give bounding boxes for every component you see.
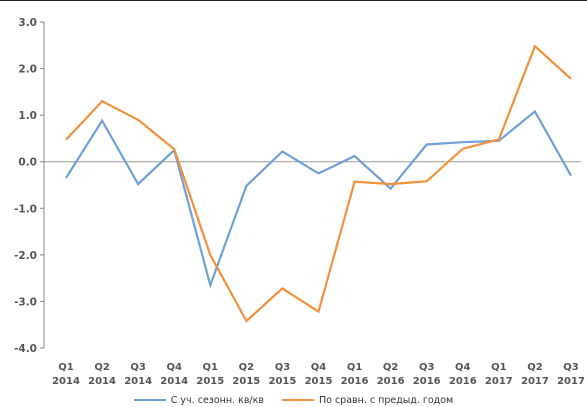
x-tick-label-quarter: Q2: [527, 362, 543, 373]
x-tick-label-year: 2015: [232, 376, 260, 387]
x-tick-label-year: 2015: [269, 376, 297, 387]
x-tick-label-quarter: Q2: [94, 362, 110, 373]
y-tick-label: 2.0: [18, 64, 37, 76]
x-tick-label-year: 2017: [521, 376, 549, 387]
x-tick-label-year: 2014: [124, 376, 152, 387]
legend-item-qoq: С уч. сезонн. кв/кв: [133, 394, 264, 406]
y-tick-label: 1.0: [18, 110, 37, 122]
x-tick-label-year: 2016: [449, 376, 477, 387]
line-chart: 3.0 2.0 1.0 0.0 -1.0 -2.0 -3.0 -4.0 Q1 2014 Q2 201…: [14, 17, 585, 387]
x-tick-label-year: 2014: [160, 376, 188, 387]
x-tick-label-quarter: Q3: [563, 362, 579, 373]
legend-swatch-yoy: [281, 399, 314, 401]
series-line-yoy: [65, 44, 572, 323]
x-tick-label-year: 2016: [413, 376, 441, 387]
x-tick-label-year: 2016: [377, 376, 405, 387]
y-tick-label: -1.0: [14, 203, 37, 215]
x-tick-label-quarter: Q3: [419, 362, 435, 373]
y-tick-label: -4.0: [14, 343, 37, 355]
x-tick-label-quarter: Q1: [58, 362, 74, 373]
legend: С уч. сезонн. кв/кв По сравн. с предыд. …: [0, 393, 587, 407]
legend-label-qoq: С уч. сезонн. кв/кв: [170, 394, 264, 406]
y-tick-label: 0.0: [18, 157, 37, 169]
x-tick-label-year: 2016: [341, 376, 369, 387]
y-axis: 3.0 2.0 1.0 0.0 -1.0 -2.0 -3.0 -4.0: [14, 17, 45, 355]
x-tick-label-quarter: Q4: [455, 362, 471, 373]
x-tick-label-quarter: Q1: [491, 362, 507, 373]
x-tick-label-quarter: Q1: [347, 362, 363, 373]
y-tick-label: -2.0: [14, 250, 37, 262]
x-axis: Q1 2014 Q2 2014 Q3 2014 Q4 2014 Q1 2015 Q2 2015 Q3 20…: [52, 362, 585, 387]
x-tick-label-quarter: Q3: [130, 362, 146, 373]
x-tick-label-year: 2014: [88, 376, 116, 387]
x-tick-label-year: 2015: [305, 376, 333, 387]
x-tick-label-year: 2017: [485, 376, 513, 387]
x-tick-label-quarter: Q3: [275, 362, 291, 373]
legend-label-yoy: По сравн. с предыд. годом: [318, 394, 454, 406]
series-line-qoq: [65, 109, 572, 289]
x-tick-label-quarter: Q2: [383, 362, 399, 373]
x-tick-label-quarter: Q4: [166, 362, 182, 373]
x-tick-label-quarter: Q4: [311, 362, 327, 373]
y-tick-label: 3.0: [18, 17, 37, 29]
x-tick-label-quarter: Q1: [203, 362, 219, 373]
x-tick-label-year: 2014: [52, 376, 80, 387]
x-tick-label-year: 2017: [557, 376, 585, 387]
y-tick-label: -3.0: [14, 296, 37, 308]
legend-item-yoy: По сравн. с предыд. годом: [281, 394, 454, 406]
legend-swatch-qoq: [133, 399, 166, 401]
top-border: [0, 0, 587, 1]
series-lines: [65, 44, 572, 323]
x-tick-label-year: 2015: [196, 376, 224, 387]
x-tick-label-quarter: Q2: [239, 362, 255, 373]
